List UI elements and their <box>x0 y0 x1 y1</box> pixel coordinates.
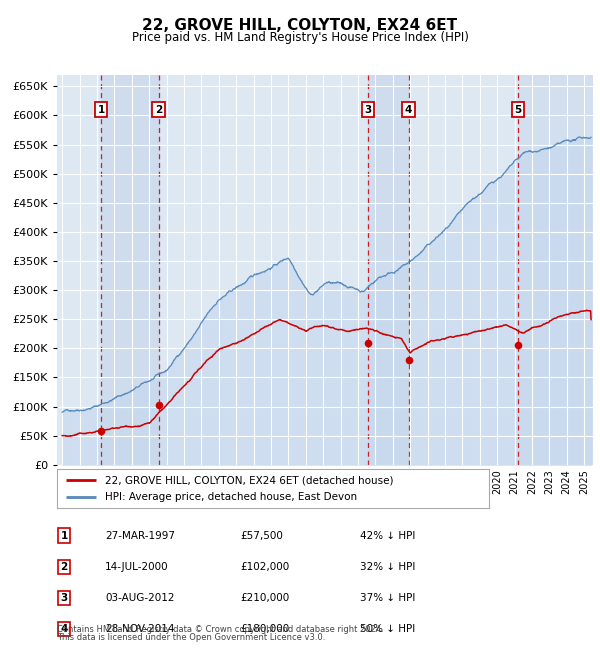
Text: 22, GROVE HILL, COLYTON, EX24 6ET: 22, GROVE HILL, COLYTON, EX24 6ET <box>142 18 458 33</box>
Text: 27-MAR-1997: 27-MAR-1997 <box>105 530 175 541</box>
Text: £210,000: £210,000 <box>240 593 289 603</box>
Text: 1: 1 <box>97 105 104 114</box>
Text: 4: 4 <box>61 624 68 634</box>
Text: 03-AUG-2012: 03-AUG-2012 <box>105 593 175 603</box>
Text: 4: 4 <box>405 105 412 114</box>
Bar <box>518 75 593 465</box>
Text: 2: 2 <box>61 562 68 572</box>
Text: £102,000: £102,000 <box>240 562 289 572</box>
Text: £180,000: £180,000 <box>240 624 289 634</box>
Text: 3: 3 <box>365 105 372 114</box>
Text: Contains HM Land Registry data © Crown copyright and database right 2024.: Contains HM Land Registry data © Crown c… <box>57 625 383 634</box>
Text: 3: 3 <box>61 593 68 603</box>
Text: 50% ↓ HPI: 50% ↓ HPI <box>360 624 415 634</box>
Text: 32% ↓ HPI: 32% ↓ HPI <box>360 562 415 572</box>
Text: 5: 5 <box>515 105 522 114</box>
Text: 42% ↓ HPI: 42% ↓ HPI <box>360 530 415 541</box>
Text: £57,500: £57,500 <box>240 530 283 541</box>
Text: 2: 2 <box>155 105 162 114</box>
Text: 22, GROVE HILL, COLYTON, EX24 6ET (detached house): 22, GROVE HILL, COLYTON, EX24 6ET (detac… <box>104 475 393 485</box>
Text: Price paid vs. HM Land Registry's House Price Index (HPI): Price paid vs. HM Land Registry's House … <box>131 31 469 44</box>
Text: This data is licensed under the Open Government Licence v3.0.: This data is licensed under the Open Gov… <box>57 633 325 642</box>
Text: HPI: Average price, detached house, East Devon: HPI: Average price, detached house, East… <box>104 493 356 502</box>
Text: 14-JUL-2000: 14-JUL-2000 <box>105 562 169 572</box>
Bar <box>101 75 158 465</box>
Text: 37% ↓ HPI: 37% ↓ HPI <box>360 593 415 603</box>
Text: 1: 1 <box>61 530 68 541</box>
Bar <box>368 75 409 465</box>
Text: 28-NOV-2014: 28-NOV-2014 <box>105 624 175 634</box>
